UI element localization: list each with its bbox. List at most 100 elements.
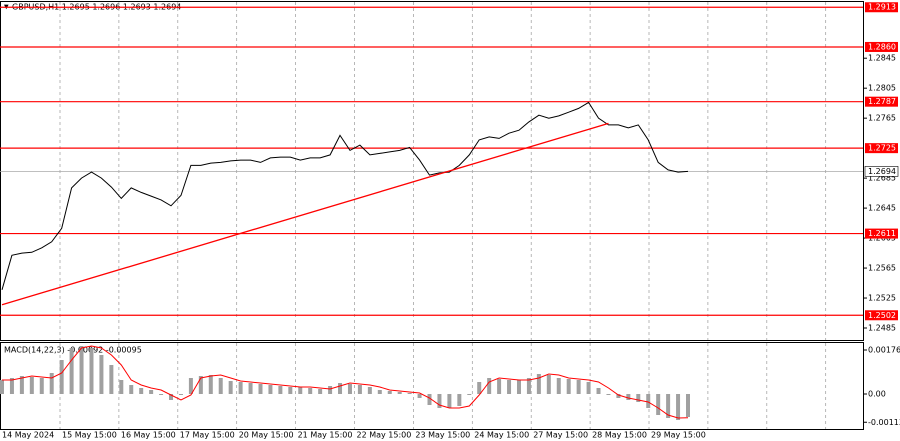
level-label: 1.2787: [868, 97, 896, 106]
histogram-bar: [268, 385, 273, 394]
y-tick-label: 1.2485: [868, 324, 896, 333]
histogram-bar: [79, 346, 84, 394]
histogram-bar: [178, 394, 183, 395]
histogram-bar: [606, 394, 611, 395]
y-tick-label: 1.2685: [868, 174, 896, 183]
histogram-bar: [457, 394, 462, 406]
histogram-bar: [19, 376, 24, 394]
histogram-bar: [278, 386, 283, 394]
histogram-bar: [686, 394, 690, 417]
histogram-bar: [497, 379, 502, 394]
histogram-bar: [9, 378, 14, 394]
histogram-bar: [39, 378, 44, 394]
x-tick-label: 16 May 15:00: [121, 431, 176, 440]
level-box: [865, 228, 898, 239]
x-tick-label: 17 May 15:00: [180, 431, 235, 440]
histogram-bar: [139, 388, 144, 394]
x-tick-label: 20 May 15:00: [239, 431, 294, 440]
histogram-bar: [129, 385, 134, 394]
x-tick-label: 27 May 15:00: [533, 431, 588, 440]
histogram-bar: [228, 381, 233, 394]
histogram-bar: [149, 390, 154, 394]
histogram-bar: [198, 376, 203, 394]
histogram-bar: [318, 389, 323, 394]
histogram-bar: [208, 375, 213, 394]
histogram-bar: [0, 380, 4, 394]
histogram-bar: [407, 393, 412, 394]
y-tick-label: 1.2805: [868, 84, 896, 93]
histogram-bar: [377, 390, 382, 394]
current-price-box: [864, 166, 899, 177]
x-tick-label: 24 May 15:00: [474, 431, 529, 440]
histogram-bar: [507, 380, 512, 394]
histogram-bar: [646, 394, 651, 408]
histogram-bar: [596, 388, 601, 394]
histogram-bar: [487, 378, 492, 394]
histogram-bar: [676, 394, 681, 420]
histogram-bar: [248, 383, 253, 394]
histogram-bar: [586, 382, 591, 394]
level-label: 1.2611: [868, 229, 896, 238]
level-label: 1.2502: [868, 311, 896, 320]
histogram-bar: [89, 348, 94, 394]
histogram-bar: [69, 348, 74, 394]
histogram-bar: [238, 382, 243, 394]
level-box: [865, 2, 898, 13]
histogram-bar: [338, 383, 343, 394]
level-box: [865, 310, 898, 321]
histogram-bar: [397, 392, 402, 394]
histogram-bar: [119, 380, 124, 394]
histogram-bar: [99, 355, 104, 394]
histogram-bar: [308, 388, 313, 394]
histogram-bar: [447, 394, 452, 408]
level-box: [865, 143, 898, 154]
signal-line: [2, 345, 689, 419]
histogram-bar: [556, 378, 561, 394]
x-tick-label: 22 May 15:00: [357, 431, 412, 440]
histogram-bar: [59, 360, 64, 394]
histogram-bar: [49, 373, 54, 394]
x-tick-label: 29 May 15:00: [651, 431, 706, 440]
y-tick-label: 1.2525: [868, 294, 896, 303]
y-tick-label: 0.00: [868, 390, 886, 399]
x-tick-label: 23 May 15:00: [415, 431, 470, 440]
histogram-bar: [656, 394, 661, 415]
histogram-bar: [546, 375, 551, 394]
y-tick-label: 1.2845: [868, 54, 896, 63]
histogram-bar: [169, 394, 174, 400]
histogram-bar: [636, 394, 641, 402]
histogram-bar: [626, 394, 631, 400]
x-tick-label: 21 May 15:00: [298, 431, 353, 440]
y-tick-label: 1.2765: [868, 114, 896, 123]
y-tick-label: 1.2645: [868, 204, 896, 213]
current-price-label: 1.2694: [868, 167, 896, 176]
y-tick-label: 1.2565: [868, 264, 896, 273]
price-line: [1, 101, 689, 290]
histogram-bar: [417, 394, 422, 398]
histogram-bar: [109, 365, 114, 394]
histogram-bar: [29, 377, 34, 394]
y-tick-label: 0.00176: [868, 346, 900, 355]
x-tick-label: 14 May 2024: [2, 431, 54, 440]
histogram-bar: [437, 394, 442, 408]
histogram-bar: [516, 380, 521, 394]
histogram-bar: [427, 394, 432, 405]
histogram-bar: [467, 394, 472, 395]
histogram-bar: [347, 384, 352, 394]
histogram-bar: [367, 387, 372, 394]
histogram-bar: [258, 384, 263, 394]
histogram-bar: [566, 379, 571, 394]
x-tick-label: 15 May 15:00: [62, 431, 117, 440]
histogram-bar: [357, 385, 362, 394]
histogram-bar: [536, 374, 541, 394]
histogram-bar: [288, 387, 293, 394]
level-label: 1.2913: [868, 3, 896, 12]
histogram-bar: [188, 378, 193, 394]
x-tick-label: 28 May 15:00: [592, 431, 647, 440]
trendline: [1, 122, 609, 306]
histogram-bar: [616, 394, 621, 398]
histogram-bar: [328, 386, 333, 394]
level-label: 1.2860: [868, 42, 896, 51]
